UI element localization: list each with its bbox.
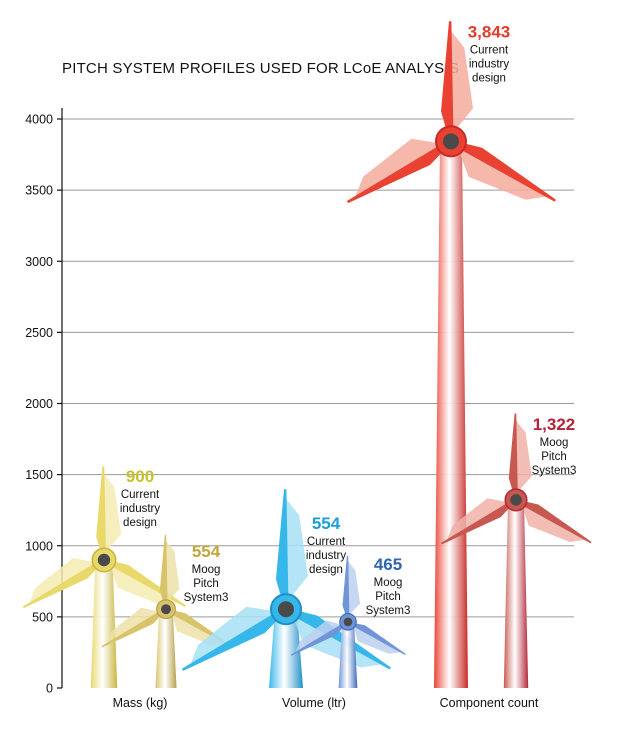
grid — [62, 118, 574, 618]
chart-title: PITCH SYSTEM PROFILES USED FOR LCoE ANAL… — [62, 60, 459, 77]
blade-shadow — [104, 473, 122, 554]
turbine-blade — [159, 534, 168, 606]
series-name-label: industry — [306, 550, 347, 562]
series-name-label: System3 — [532, 465, 577, 477]
data-value-label: 3,843 — [468, 22, 511, 41]
y-tick-label: 2000 — [25, 397, 53, 411]
x-category-label: Mass (kg) — [113, 696, 168, 710]
turbine-blade — [441, 21, 454, 138]
data-labels: 900 Current industry design 554 Moog Pitch Syst… — [120, 22, 577, 617]
turbine-tower — [434, 141, 468, 688]
data-value-label: 554 — [192, 542, 221, 561]
turbine-blade — [518, 500, 592, 544]
turbine-blade — [350, 622, 406, 655]
turbine-current-design — [181, 489, 391, 688]
y-tick-label: 4000 — [25, 113, 53, 127]
series-name-label: Current — [121, 489, 160, 501]
series-name-label: industry — [120, 503, 161, 515]
turbine-blade — [22, 560, 102, 609]
series-name-label: Moog — [192, 564, 221, 576]
turbine-blade — [441, 500, 514, 545]
y-tick-label: 2500 — [25, 326, 53, 340]
y-axis-ticks: 0 500 1000 1500 2000 2500 3000 3500 4000 — [25, 113, 62, 696]
y-tick-label: 1500 — [25, 468, 53, 482]
turbine-blade — [96, 466, 106, 556]
data-value-label: 554 — [312, 514, 341, 533]
turbines — [22, 21, 592, 688]
series-name-label: Pitch — [375, 591, 401, 603]
blade-shadow — [447, 498, 511, 540]
turbine-blade — [101, 609, 164, 648]
turbine-tower — [503, 499, 529, 688]
turbine-hub — [278, 601, 294, 618]
y-tick-label: 3500 — [25, 184, 53, 198]
series-name-label: Current — [470, 44, 509, 56]
turbine-current-design — [346, 21, 556, 688]
blade-shadow — [29, 558, 99, 603]
data-value-label: 465 — [374, 555, 402, 574]
turbine-tower — [338, 621, 358, 688]
blade-shadow — [516, 420, 532, 494]
series-name-label: Pitch — [541, 451, 567, 463]
turbine-moog-pitch-system3 — [290, 555, 406, 688]
turbine-hub — [510, 494, 522, 506]
data-value-label: 1,322 — [533, 415, 576, 434]
series-name-label: design — [309, 564, 343, 576]
series-name-label: Moog — [540, 437, 569, 449]
turbine-blade — [290, 622, 346, 656]
blade-shadow — [295, 620, 343, 653]
x-category-label: Component count — [440, 696, 539, 710]
blade-shadow — [166, 540, 180, 604]
turbine-blade — [288, 609, 391, 670]
turbine-blade — [342, 555, 350, 618]
turbine-tower — [90, 559, 118, 688]
series-name-label: Pitch — [193, 578, 219, 590]
series-name-label: Moog — [374, 577, 403, 589]
y-tick-label: 0 — [46, 682, 53, 696]
blade-shadow — [286, 498, 308, 604]
turbine-blade — [346, 141, 449, 204]
data-value-label: 900 — [126, 467, 154, 486]
x-category-label: Volume (ltr) — [282, 696, 346, 710]
blade-shadow — [106, 607, 161, 644]
turbine-tower — [155, 609, 177, 688]
blade-shadow — [355, 138, 446, 197]
turbine-hub — [161, 604, 171, 615]
turbine-moog-pitch-system3 — [441, 413, 592, 688]
category-labels: Mass (kg) Volume (ltr) Component count — [113, 696, 539, 710]
y-tick-label: 500 — [32, 610, 53, 624]
turbine-tower — [269, 609, 303, 688]
series-name-label: System3 — [366, 605, 411, 617]
y-tick-label: 1000 — [25, 539, 53, 553]
turbine-hub — [343, 617, 353, 627]
y-tick-label: 3000 — [25, 255, 53, 269]
series-name-label: Current — [307, 536, 346, 548]
blade-shadow — [190, 606, 281, 665]
turbine-blade — [508, 413, 518, 496]
turbine-hub — [443, 133, 459, 150]
series-name-label: design — [472, 72, 506, 84]
blade-shadow — [451, 30, 473, 136]
turbine-blade — [453, 141, 556, 202]
turbine-blade — [181, 609, 284, 671]
turbine-blade — [276, 489, 289, 606]
series-name-label: design — [123, 517, 157, 529]
blade-shadow — [348, 561, 361, 616]
turbine-hub — [97, 553, 111, 567]
series-name-label: System3 — [184, 592, 229, 604]
series-name-label: industry — [469, 58, 510, 70]
